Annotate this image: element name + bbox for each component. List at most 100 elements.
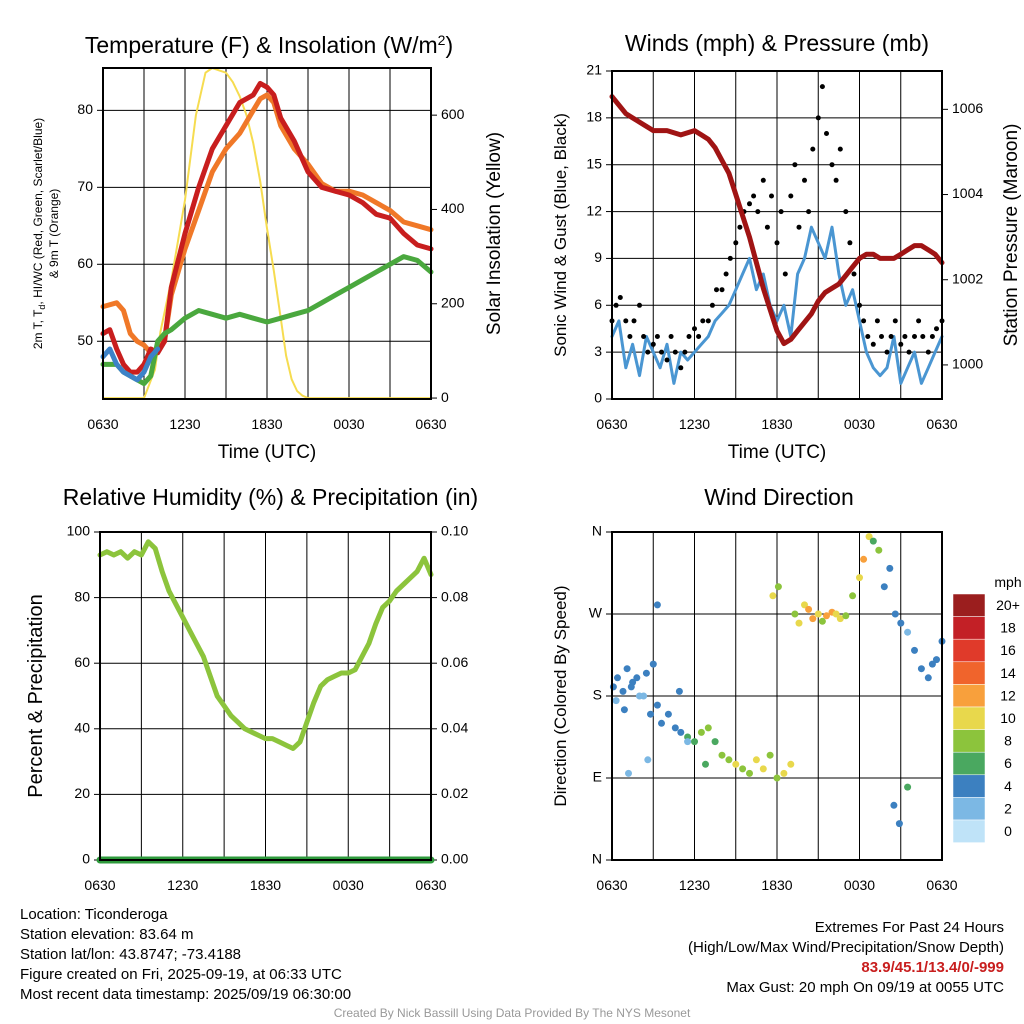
direction-frame <box>611 531 943 861</box>
winds-gust-point <box>686 334 692 339</box>
winds-gust-point <box>892 318 898 324</box>
winds-gust-point <box>696 334 702 339</box>
winds-series-pressure <box>609 94 945 347</box>
winds-gust-point <box>637 302 642 308</box>
winds-y-tick-label: 21 <box>586 62 602 78</box>
temperature-y-axis-label-line2: & 9m T (Orange) <box>47 189 61 279</box>
direction-y-tick-label: S <box>593 687 602 703</box>
humidity-x-tick-label: 1830 <box>250 877 281 893</box>
direction-point <box>780 769 788 777</box>
direction-point <box>759 765 767 773</box>
winds-gust-point <box>802 177 807 183</box>
winds-gust-point <box>829 162 835 168</box>
winds-gust-point <box>898 341 904 347</box>
direction-point <box>644 756 652 764</box>
colorbar-swatch <box>952 819 986 843</box>
direction-point <box>891 610 899 618</box>
winds-gust-point <box>847 240 853 246</box>
direction-x-tick-label: 0630 <box>926 877 957 893</box>
temperature-series-t2m <box>100 80 434 375</box>
humidity-y2-tick-label: 0.08 <box>441 588 468 604</box>
winds-gust-point <box>733 240 739 246</box>
direction-point <box>612 697 620 705</box>
direction-point <box>773 774 781 782</box>
direction-point <box>860 555 868 563</box>
colorbar-title: mph <box>994 574 1021 590</box>
winds-gust-point <box>837 146 843 152</box>
winds-gust-point <box>719 287 725 293</box>
colorbar-label: 14 <box>1000 665 1016 681</box>
temperature-y-axis-label: 2m T, Td, HI/WC (Red, Green, Scarlet/Blu… <box>31 118 47 349</box>
humidity-y-tick-label: 0 <box>82 851 90 867</box>
direction-point <box>805 605 813 613</box>
colorbar-swatch <box>952 593 986 617</box>
temperature-y2-tick-label: 200 <box>441 294 465 310</box>
direction-point <box>897 619 905 627</box>
direction-point <box>746 769 753 777</box>
winds-gust-point <box>815 115 821 121</box>
extremes-title: Extremes For Past 24 Hours <box>814 919 1004 936</box>
temperature-y-tick-label: 50 <box>77 332 93 348</box>
humidity-y-tick-label: 20 <box>74 785 90 801</box>
direction-point <box>924 674 932 682</box>
colorbar-swatch <box>952 797 986 821</box>
direction-point <box>725 756 733 764</box>
winds-y2-tick-label: 1006 <box>952 100 983 116</box>
winds-gust-point <box>906 349 912 355</box>
winds-gust-point <box>879 334 884 339</box>
winds-gust-point <box>874 318 880 324</box>
direction-point <box>697 728 705 736</box>
winds-series-wind <box>610 225 944 385</box>
temperature-y-tick-label: 80 <box>77 101 93 117</box>
extremes-info: Extremes For Past 24 Hours (High/Low/Max… <box>688 918 1004 998</box>
colorbar-label: 8 <box>1004 733 1012 749</box>
direction-point <box>640 692 648 700</box>
direction-point <box>886 564 894 572</box>
max-gust-text: Max Gust: 20 mph On 09/19 at 0055 UTC <box>726 979 1004 996</box>
temperature-y2-axis-label: Solar Insolation (Yellow) <box>484 132 505 335</box>
winds-gust-point <box>747 201 752 207</box>
direction-point <box>814 610 822 618</box>
winds-gust-point <box>843 209 849 215</box>
direction-point <box>619 687 627 695</box>
direction-point <box>801 601 808 609</box>
winds-gust-point <box>627 334 633 339</box>
humidity-series-rh <box>97 539 434 751</box>
winds-gust-point <box>824 131 829 136</box>
winds-gust-point <box>925 349 931 355</box>
winds-gust-point <box>682 349 688 355</box>
direction-point <box>832 610 840 618</box>
humidity-y2-tick-label: 0.10 <box>441 523 468 539</box>
direction-point <box>787 760 795 768</box>
winds-gust-point <box>764 224 770 230</box>
winds-gust-point <box>737 224 743 230</box>
direction-point <box>769 592 777 600</box>
direction-point <box>904 628 912 636</box>
temperature-series-t9m <box>100 92 434 356</box>
winds-gust-point <box>796 224 802 230</box>
direction-point <box>911 646 918 654</box>
direction-y-axis-label: Direction (Colored By Speed) <box>551 585 570 806</box>
temperature-y2-tick-label: 0 <box>441 389 449 405</box>
winds-gust-point <box>751 193 757 199</box>
temperature-x-axis-label: Time (UTC) <box>218 442 317 463</box>
humidity-frame <box>99 531 432 861</box>
colorbar-swatch <box>952 684 986 708</box>
winds-gust-point <box>870 341 876 347</box>
direction-point <box>675 687 683 695</box>
humidity-x-tick-label: 0030 <box>333 877 364 893</box>
winds-gust-point <box>929 334 935 339</box>
credit-text: Created By Nick Bassill Using Data Provi… <box>333 1006 691 1020</box>
winds-y-tick-label: 9 <box>594 249 602 265</box>
temperature-y2-tick-label: 600 <box>441 106 465 122</box>
winds-gust-point <box>788 193 794 199</box>
direction-point <box>818 617 826 625</box>
winds-y-tick-label: 3 <box>594 343 602 359</box>
winds-gust-point <box>857 302 862 308</box>
direction-point <box>849 592 857 600</box>
winds-gust-point <box>650 341 656 347</box>
direction-point <box>684 738 692 746</box>
direction-point <box>869 537 877 545</box>
colorbar-swatch <box>952 706 986 730</box>
winds-gust-point <box>700 318 706 324</box>
